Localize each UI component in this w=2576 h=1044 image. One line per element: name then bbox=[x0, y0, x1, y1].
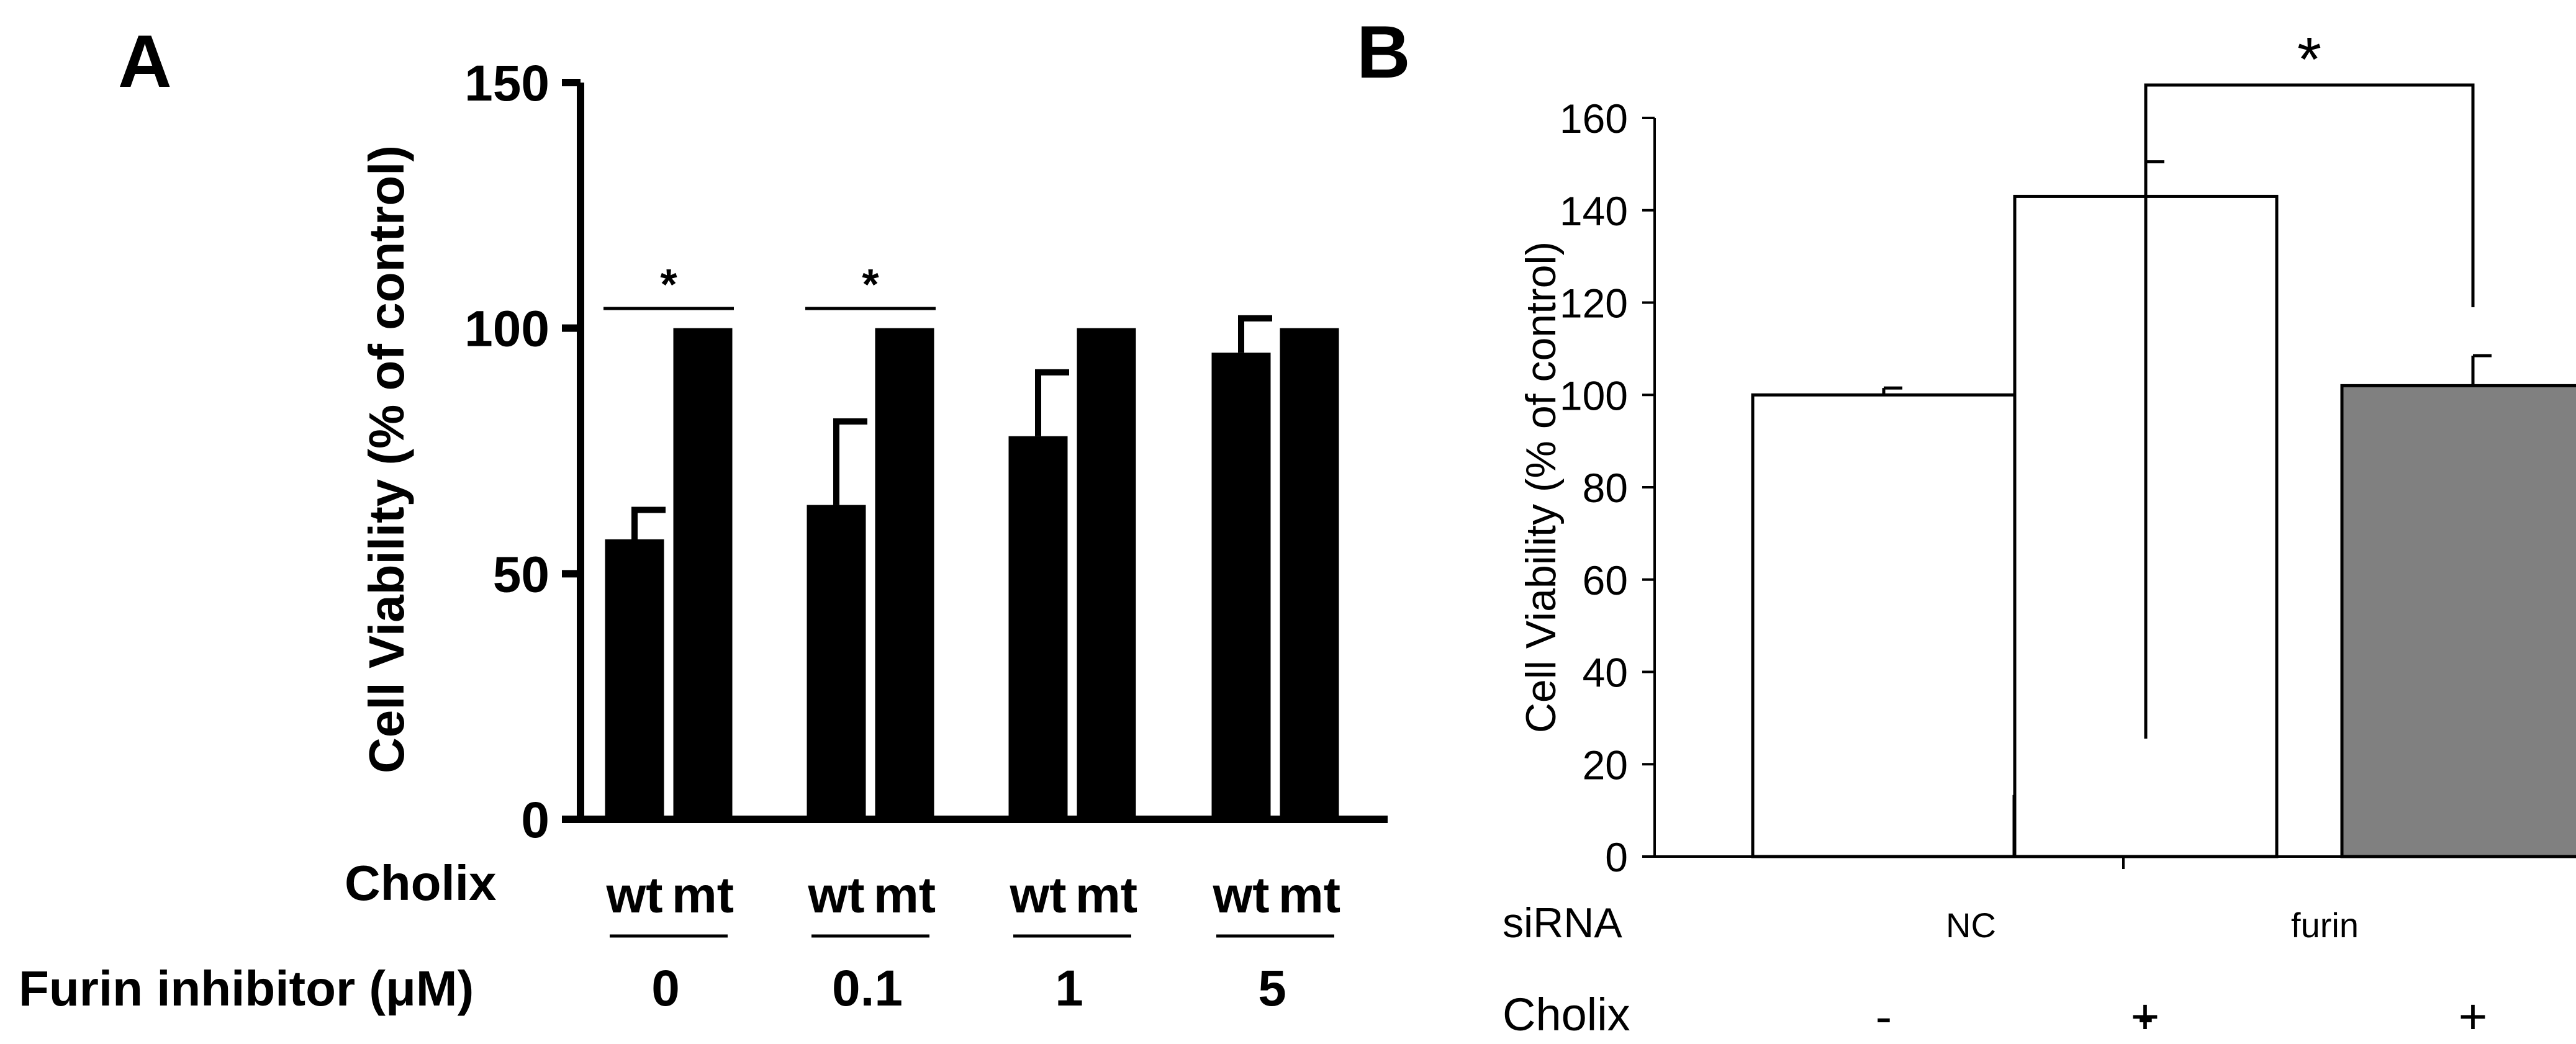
panel-a-chart: Cell Viability (% of control) 0 50 100 1 5 0 … bbox=[19, 55, 1388, 1017]
b-y-tick-label: 140 bbox=[1560, 188, 1628, 234]
b-y-ticks: 0 20 40 60 80 100 120 140 160 bbox=[1560, 96, 2125, 880]
b-y-tick-label: 40 bbox=[1583, 650, 1628, 696]
b-cholix-sign: - bbox=[1876, 989, 1892, 1044]
a-y-tick-label: 100 bbox=[464, 301, 549, 358]
b-significance-star: * bbox=[2297, 25, 2321, 94]
panel-b-letter: B bbox=[1357, 11, 1411, 94]
a-series-label-mt: mt bbox=[874, 867, 936, 924]
b-y-tick-label: 80 bbox=[1583, 465, 1628, 511]
b-bar-minus bbox=[1751, 393, 2017, 858]
b-y-tick-label: 60 bbox=[1583, 557, 1628, 603]
a-bars: * * bbox=[603, 260, 1339, 819]
a-category-label: 1 bbox=[1055, 960, 1083, 1017]
a-bar-mt bbox=[875, 328, 934, 819]
a-y-tick-label: 50 bbox=[493, 546, 549, 603]
a-category-label: 0 bbox=[651, 960, 680, 1017]
b-y-tick-label: 100 bbox=[1560, 372, 1628, 418]
a-bar-wt bbox=[1211, 353, 1271, 819]
a-significance-star: * bbox=[660, 260, 677, 308]
a-bar-mt bbox=[1280, 328, 1339, 819]
b-x-labels: - +NC- +furin bbox=[1876, 906, 2488, 1044]
b-category-label: furin bbox=[2291, 906, 2359, 945]
b-y-axis-label: Cell Viability (% of control) bbox=[1517, 241, 1565, 733]
a-series-label-mt: mt bbox=[1075, 867, 1137, 924]
b-category-label: NC bbox=[1946, 906, 1996, 945]
a-bar-wt bbox=[1008, 436, 1068, 819]
a-series-label-wt: wt bbox=[1212, 867, 1269, 924]
panel-b-chart: Cell Viability (% of control) 0 20 40 60 80 1… bbox=[1503, 25, 2576, 1044]
b-y-tick-label: 160 bbox=[1560, 96, 1628, 142]
a-significance-star: * bbox=[862, 260, 879, 308]
b-cholix-sign: + bbox=[2131, 989, 2160, 1044]
b-cholix-sign: + bbox=[2459, 989, 2488, 1044]
b-y-tick-label: 120 bbox=[1560, 281, 1628, 326]
panel-a-letter: A bbox=[118, 20, 172, 103]
a-bar-wt bbox=[605, 539, 664, 819]
a-category-label: 5 bbox=[1258, 960, 1286, 1017]
a-category-label: 0.1 bbox=[832, 960, 903, 1017]
b-cholix-row-label: Cholix bbox=[1503, 989, 1630, 1040]
a-y-axis-label: Cell Viability (% of control) bbox=[359, 145, 414, 773]
a-y-tick-label: 150 bbox=[464, 55, 549, 112]
b-y-tick-label: 20 bbox=[1583, 742, 1628, 788]
a-series-label-wt: wt bbox=[807, 867, 864, 924]
a-series-label-wt: wt bbox=[1009, 867, 1066, 924]
a-y-tick-label: 0 bbox=[521, 792, 549, 848]
a-series-label-mt: mt bbox=[1278, 867, 1340, 924]
b-bar-plus bbox=[2340, 384, 2576, 858]
a-inhibitor-row-label: Furin inhibitor (μM) bbox=[19, 961, 474, 1016]
a-series-label-wt: wt bbox=[605, 867, 662, 924]
a-bar-mt bbox=[673, 328, 733, 819]
b-cholix-sign: - bbox=[2138, 989, 2154, 1044]
a-bar-mt bbox=[1077, 328, 1136, 819]
b-significance-bracket bbox=[2144, 83, 2475, 739]
b-y-tick-label: 0 bbox=[1605, 834, 1628, 880]
a-y-ticks: 0 50 100 150 bbox=[464, 55, 581, 848]
b-sirna-row-label: siRNA bbox=[1503, 899, 1622, 947]
a-series-label-mt: mt bbox=[672, 867, 734, 924]
a-cholix-row-label: Cholix bbox=[345, 855, 496, 911]
a-bar-wt bbox=[807, 505, 866, 819]
b-bars: * bbox=[1751, 25, 2576, 858]
